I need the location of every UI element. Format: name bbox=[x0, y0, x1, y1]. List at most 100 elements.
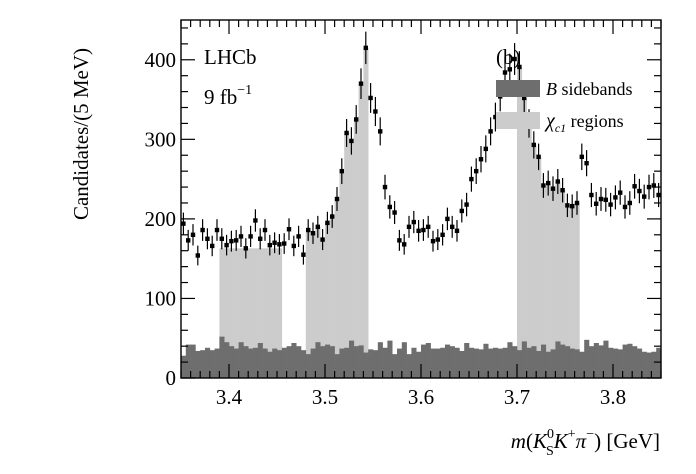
data-point bbox=[632, 173, 637, 199]
data-point bbox=[325, 211, 330, 234]
region-bar bbox=[526, 123, 532, 378]
data-point bbox=[190, 224, 196, 246]
sideband-bar bbox=[497, 348, 503, 378]
region-bar bbox=[238, 248, 244, 378]
sideband-bar bbox=[224, 342, 230, 378]
sideband-bar bbox=[181, 355, 187, 378]
y-tick-label: 0 bbox=[166, 366, 177, 390]
data-point bbox=[637, 178, 642, 204]
x-tick-labels: 3.4 3.5 3.6 3.7 3.8 bbox=[216, 385, 626, 409]
region-bar bbox=[349, 140, 355, 378]
data-point bbox=[301, 244, 306, 265]
sideband-bar bbox=[512, 346, 518, 378]
sideband-bar bbox=[301, 350, 307, 378]
region-bar bbox=[569, 206, 575, 378]
data-point bbox=[651, 173, 656, 198]
sideband-bar bbox=[238, 342, 244, 378]
sideband-bar bbox=[200, 350, 206, 378]
sideband-bar bbox=[589, 346, 595, 378]
data-point bbox=[426, 215, 431, 238]
data-point bbox=[234, 229, 239, 251]
sideband-bar bbox=[435, 348, 441, 378]
chi-c1-regions bbox=[219, 47, 580, 379]
data-point bbox=[195, 245, 200, 266]
data-point bbox=[219, 228, 224, 250]
sideband-bar bbox=[598, 345, 604, 378]
data-point bbox=[512, 43, 517, 75]
sideband-bar bbox=[363, 352, 369, 378]
sideband-bar bbox=[387, 340, 393, 378]
y-tick-label: 400 bbox=[145, 48, 177, 72]
sideband-bar bbox=[555, 341, 561, 378]
region-bar bbox=[229, 248, 235, 378]
sideband-bar bbox=[305, 354, 311, 378]
data-point bbox=[267, 234, 272, 256]
region-bar bbox=[531, 144, 537, 378]
data-point bbox=[200, 219, 205, 241]
data-point bbox=[402, 234, 407, 255]
data-point bbox=[229, 230, 234, 252]
data-point bbox=[277, 234, 282, 255]
sideband-bar bbox=[392, 354, 398, 378]
sideband-bar bbox=[488, 348, 494, 378]
data-point bbox=[248, 225, 253, 248]
data-point bbox=[454, 220, 460, 242]
data-point bbox=[291, 235, 296, 257]
data-point bbox=[315, 215, 320, 238]
data-point bbox=[550, 176, 556, 201]
data-point bbox=[613, 185, 618, 210]
legend-swatch-sidebands bbox=[496, 80, 540, 97]
sideband-bar bbox=[545, 351, 551, 378]
sideband-bar bbox=[382, 347, 388, 378]
region-bar bbox=[310, 233, 316, 378]
luminosity-label: 9 fb−1 bbox=[204, 83, 252, 109]
x-tick-label: 3.4 bbox=[216, 385, 243, 409]
data-point bbox=[445, 207, 450, 231]
data-point bbox=[574, 191, 580, 215]
sideband-bar bbox=[425, 342, 431, 378]
data-point bbox=[306, 219, 311, 241]
data-point bbox=[646, 174, 652, 200]
sideband-bar bbox=[459, 350, 465, 378]
data-point bbox=[565, 193, 570, 218]
b-sidebands-histogram bbox=[181, 336, 662, 378]
sideband-bar bbox=[368, 349, 374, 378]
sideband-bar bbox=[454, 347, 460, 378]
region-bar bbox=[320, 239, 326, 378]
data-point bbox=[392, 201, 397, 224]
region-bar bbox=[329, 216, 335, 378]
sideband-bar bbox=[257, 342, 263, 378]
data-point bbox=[507, 53, 512, 85]
data-point bbox=[253, 209, 258, 232]
region-bar bbox=[315, 226, 321, 378]
region-bar bbox=[224, 248, 230, 378]
data-point bbox=[579, 143, 584, 171]
region-bar bbox=[541, 185, 547, 378]
data-point bbox=[214, 219, 220, 241]
y-tick-label: 100 bbox=[145, 286, 177, 310]
region-bar bbox=[536, 156, 542, 378]
data-point bbox=[181, 212, 186, 235]
panel-label: (b) bbox=[496, 45, 521, 69]
sideband-bar bbox=[430, 348, 436, 378]
data-point bbox=[478, 146, 484, 173]
sideband-bar bbox=[656, 347, 662, 378]
data-point bbox=[243, 238, 248, 259]
sideband-bar bbox=[185, 344, 191, 378]
sideband-bar bbox=[401, 342, 407, 378]
data-point bbox=[282, 233, 287, 254]
sideband-bar bbox=[325, 344, 331, 378]
data-point bbox=[262, 219, 268, 241]
region-bar bbox=[243, 248, 249, 378]
data-point bbox=[378, 117, 383, 146]
region-bar bbox=[550, 188, 556, 378]
sideband-bar bbox=[272, 348, 278, 378]
data-point bbox=[469, 166, 474, 192]
region-bar bbox=[344, 132, 350, 378]
data-point bbox=[406, 215, 412, 238]
region-bar bbox=[233, 248, 239, 378]
data-point bbox=[186, 229, 191, 251]
data-point bbox=[349, 127, 354, 155]
region-bar bbox=[334, 199, 340, 378]
data-point bbox=[642, 184, 647, 209]
